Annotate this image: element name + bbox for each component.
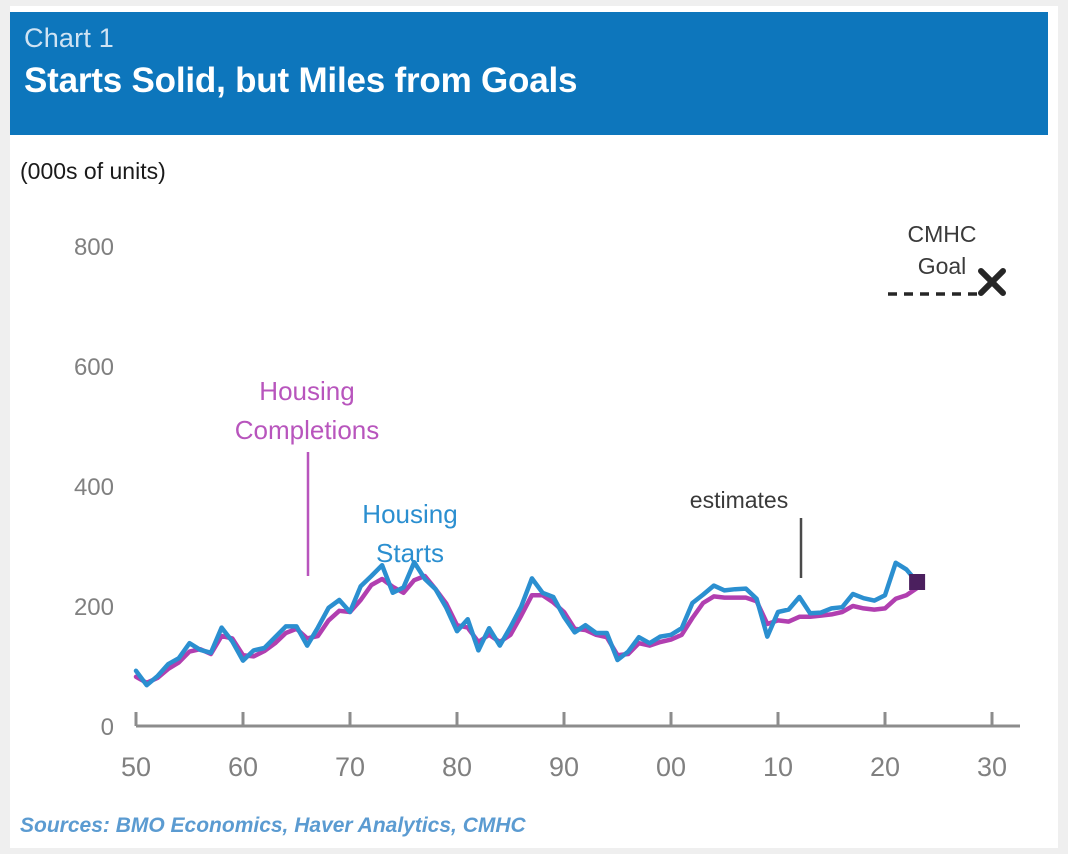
- completions-label-line1: Housing: [259, 376, 354, 406]
- chart-card: Chart 1 Starts Solid, but Miles from Goa…: [10, 6, 1058, 848]
- estimates-label: estimates: [690, 487, 788, 513]
- chart-title: Starts Solid, but Miles from Goals: [24, 61, 578, 100]
- data-series-group: [133, 559, 920, 688]
- cmhc-goal-x-marker: [978, 268, 1006, 296]
- marker-group: [909, 268, 1006, 590]
- completions-annotation: Housing Completions: [235, 376, 380, 576]
- goal-label-line1: CMHC: [908, 221, 977, 247]
- y-tick-label: 800: [74, 234, 114, 261]
- starts-label-line2: Starts: [376, 538, 444, 568]
- goal-label-line2: Goal: [918, 253, 967, 279]
- y-tick-label: 200: [74, 594, 114, 621]
- chart-svg: 0 200 400 600 800 50 60 70 80 90 00 10 20 30 Housing…: [74, 221, 1020, 782]
- x-axis-tick-group: 50 60 70 80 90 00 10 20 30: [121, 752, 1007, 782]
- x-tick-label: 90: [549, 752, 579, 782]
- x-tick-label: 20: [870, 752, 900, 782]
- y-tick-label: 400: [74, 474, 114, 501]
- x-tick-label: 10: [763, 752, 793, 782]
- series-line-housing-completions: [133, 573, 920, 686]
- x-tick-label: 30: [977, 752, 1007, 782]
- estimates-endpoint-marker: [909, 574, 926, 590]
- x-tick-label: 00: [656, 752, 686, 782]
- y-axis-units-label: (000s of units): [20, 158, 166, 184]
- y-tick-label: 600: [74, 354, 114, 381]
- axis-lines: [134, 712, 1020, 728]
- x-tick-label: 80: [442, 752, 472, 782]
- starts-label-line1: Housing: [362, 499, 457, 529]
- sources-note: Sources: BMO Economics, Haver Analytics,…: [20, 814, 526, 837]
- chart-number-label: Chart 1: [24, 23, 114, 53]
- estimates-annotation: estimates: [690, 487, 803, 578]
- x-tick-label: 50: [121, 752, 151, 782]
- completions-label-line2: Completions: [235, 415, 380, 445]
- x-tick-label: 70: [335, 752, 365, 782]
- y-tick-label: 0: [101, 714, 114, 741]
- x-tick-label: 60: [228, 752, 258, 782]
- y-axis-tick-group: 0 200 400 600 800: [74, 234, 114, 741]
- series-line-housing-starts: [133, 559, 920, 688]
- plot-area: 0 200 400 600 800 50 60 70 80 90 00 10 20 30 Housing…: [10, 196, 1058, 796]
- cmhc-goal-annotation: CMHC Goal: [888, 221, 978, 296]
- starts-annotation: Housing Starts: [362, 499, 457, 568]
- chart-header-bar: Chart 1 Starts Solid, but Miles from Goa…: [10, 12, 1048, 135]
